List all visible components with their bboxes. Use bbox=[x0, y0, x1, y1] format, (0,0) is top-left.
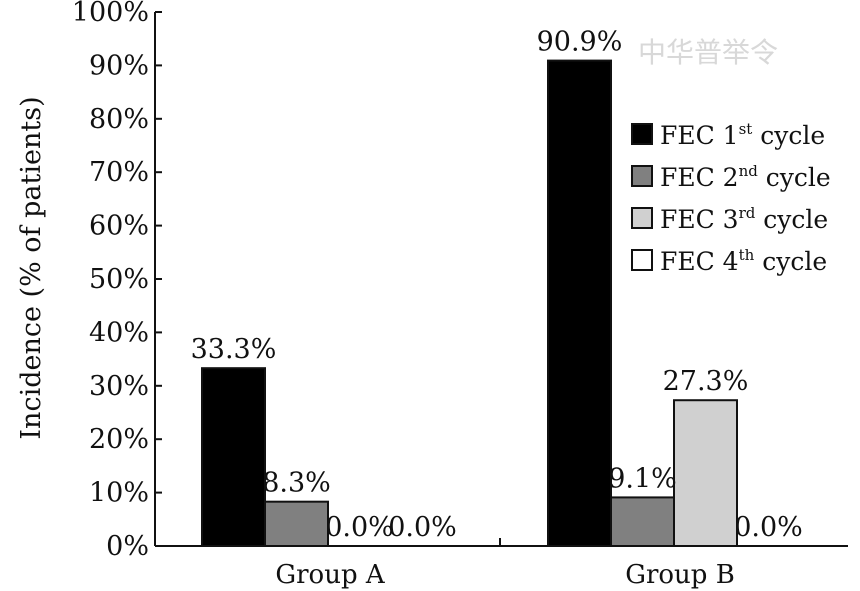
legend-label: FEC 3rd cycle bbox=[660, 204, 828, 234]
y-tick-label: 50% bbox=[89, 264, 149, 295]
y-tick-label: 0% bbox=[106, 531, 149, 562]
legend-swatch bbox=[631, 165, 653, 187]
legend-swatch bbox=[631, 123, 653, 145]
x-category-label: Group B bbox=[625, 560, 735, 590]
y-tick-label: 40% bbox=[89, 317, 149, 348]
legend: FEC 1st cycle FEC 2nd cycle FEC 3rd cycle F… bbox=[631, 120, 831, 276]
bar-value-label: 27.3% bbox=[663, 366, 749, 397]
bars-group bbox=[201, 59, 738, 548]
bar-value-label: 33.3% bbox=[191, 334, 277, 365]
bar-value-label: 9.1% bbox=[608, 463, 677, 494]
y-axis-title: Incidence (% of patients) bbox=[16, 96, 47, 439]
bar bbox=[201, 367, 266, 548]
x-axis-ticks: Group A Group B bbox=[275, 538, 735, 590]
data-labels-group: 33.3%8.3%0.0%0.0%90.9%9.1%27.3%0.0% bbox=[191, 27, 803, 543]
legend-label: FEC 4th cycle bbox=[660, 246, 827, 276]
y-tick-label: 20% bbox=[89, 424, 149, 455]
bar-value-label: 0.0% bbox=[325, 512, 394, 543]
bar bbox=[673, 399, 738, 547]
legend-swatch bbox=[631, 249, 653, 271]
bar bbox=[610, 496, 675, 548]
y-tick-label: 100% bbox=[72, 0, 149, 28]
watermark-text: 中华普举令 bbox=[638, 36, 778, 69]
bar bbox=[547, 59, 612, 548]
y-tick-label: 10% bbox=[89, 478, 149, 509]
y-tick-label: 60% bbox=[89, 211, 149, 242]
bar-value-label: 90.9% bbox=[537, 27, 623, 58]
bar bbox=[264, 500, 329, 548]
x-category-label: Group A bbox=[275, 560, 386, 590]
bar-value-label: 0.0% bbox=[388, 512, 457, 543]
legend-label: FEC 1st cycle bbox=[660, 120, 825, 150]
y-tick-label: 90% bbox=[89, 50, 149, 81]
legend-swatch bbox=[631, 207, 653, 229]
y-axis-ticks: 0% 10% 20% 30% 40% 50% 60% 70% 80% 90% 100% bbox=[72, 0, 162, 562]
bar-value-label: 8.3% bbox=[262, 468, 331, 499]
legend-label: FEC 2nd cycle bbox=[660, 162, 831, 192]
y-tick-label: 30% bbox=[89, 371, 149, 402]
y-tick-label: 80% bbox=[89, 104, 149, 135]
bar-value-label: 0.0% bbox=[734, 512, 803, 543]
y-tick-label: 70% bbox=[89, 157, 149, 188]
